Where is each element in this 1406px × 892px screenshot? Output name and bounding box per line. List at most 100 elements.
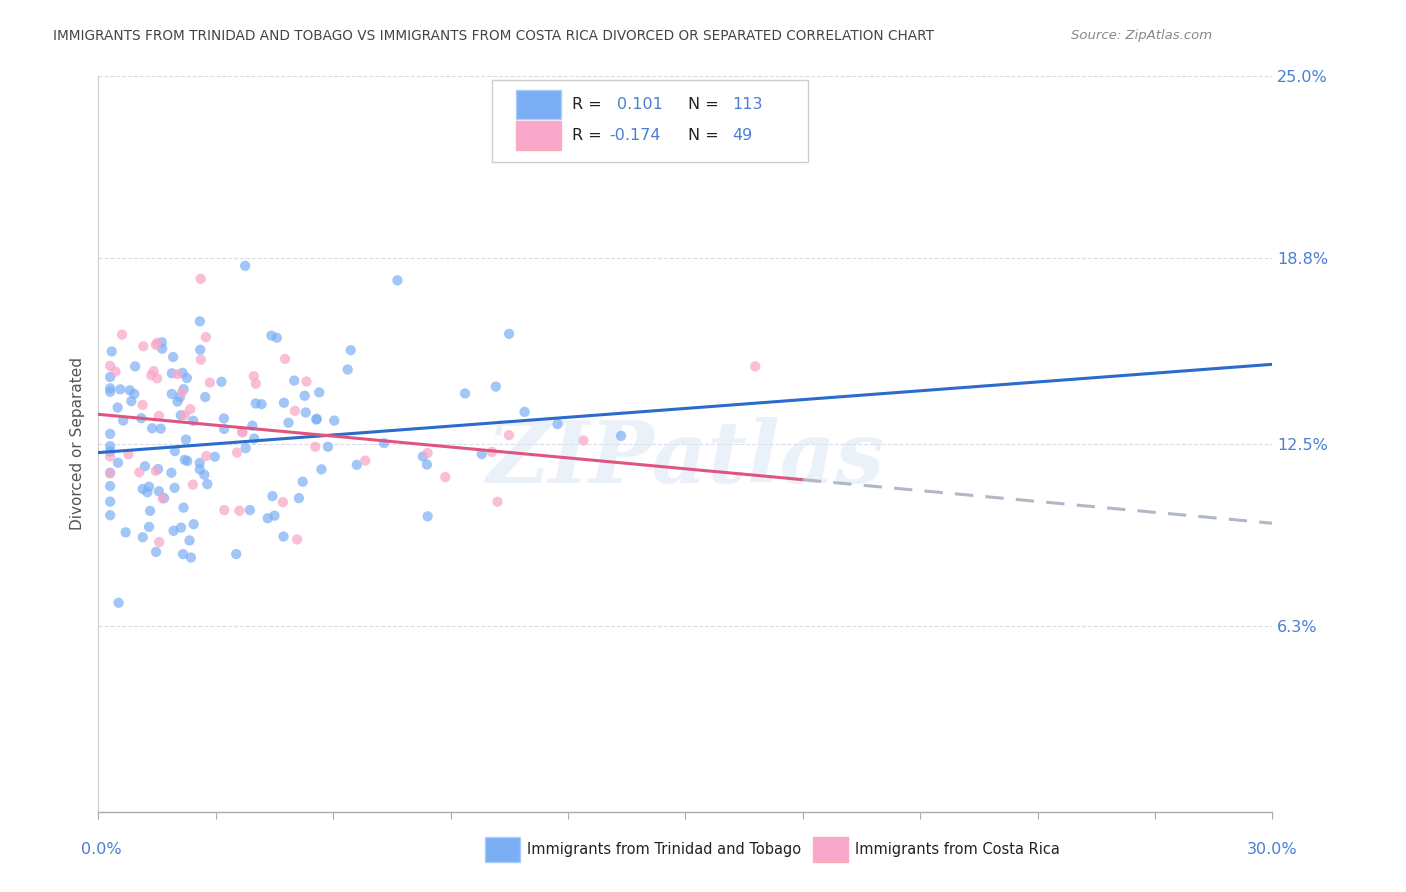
Point [194, 390, 217, 404]
Text: -0.174: -0.174 [609, 128, 661, 143]
Point [173, 453, 195, 467]
Point [122, 387, 145, 401]
Point [166, 368, 188, 382]
Point [148, 484, 170, 499]
Point [163, 481, 186, 495]
Point [163, 444, 186, 458]
Text: 0.101: 0.101 [617, 97, 664, 112]
Point [277, 416, 299, 430]
Point [138, 520, 160, 534]
Point [546, 417, 568, 431]
Y-axis label: Divorced or Separated: Divorced or Separated [69, 358, 84, 530]
Text: N =: N = [688, 128, 724, 143]
Point [481, 445, 503, 459]
Point [152, 491, 174, 506]
Point [146, 371, 169, 385]
Point [198, 376, 221, 390]
Point [136, 485, 159, 500]
Point [273, 529, 295, 543]
Point [129, 411, 152, 425]
Point [305, 411, 328, 425]
Point [240, 418, 263, 433]
Point [174, 433, 197, 447]
Point [243, 369, 266, 384]
Point [271, 495, 294, 509]
Point [373, 436, 395, 450]
Point [188, 456, 211, 470]
Point [180, 550, 202, 565]
Point [114, 525, 136, 540]
Point [172, 366, 194, 380]
Point [98, 426, 121, 441]
Point [112, 413, 135, 427]
Point [132, 339, 155, 353]
Point [225, 547, 247, 561]
Point [416, 446, 439, 460]
Point [308, 385, 330, 400]
Point [339, 343, 361, 358]
Point [173, 408, 195, 422]
Point [98, 444, 121, 458]
Point [434, 470, 457, 484]
Point [107, 401, 129, 415]
Point [128, 466, 150, 480]
Text: R =: R = [572, 128, 607, 143]
Point [160, 366, 183, 380]
Point [194, 330, 217, 344]
Point [294, 405, 316, 419]
Point [179, 533, 201, 548]
Point [195, 449, 218, 463]
Point [283, 374, 305, 388]
Point [513, 405, 536, 419]
Point [134, 459, 156, 474]
Point [145, 545, 167, 559]
Point [98, 467, 121, 481]
Point [150, 342, 173, 356]
Point [172, 547, 194, 561]
Point [235, 441, 257, 455]
Point [204, 450, 226, 464]
Point [454, 386, 477, 401]
Point [336, 362, 359, 376]
Point [100, 344, 122, 359]
Point [146, 335, 169, 350]
Point [173, 382, 195, 396]
Point [148, 535, 170, 549]
Point [288, 491, 311, 505]
Point [98, 450, 121, 464]
Point [98, 384, 121, 399]
Point [139, 504, 162, 518]
Point [179, 402, 201, 417]
Point [98, 439, 121, 453]
Point [132, 530, 155, 544]
Point [149, 422, 172, 436]
Point [316, 440, 339, 454]
Point [181, 477, 204, 491]
Point [262, 489, 284, 503]
Point [188, 462, 211, 476]
Point [162, 350, 184, 364]
Point [294, 389, 316, 403]
Point [110, 382, 132, 396]
Point [98, 359, 121, 373]
Point [160, 466, 183, 480]
Point [284, 404, 307, 418]
Point [131, 398, 153, 412]
Point [323, 414, 346, 428]
Point [117, 447, 139, 461]
Point [183, 517, 205, 532]
Point [228, 504, 250, 518]
Point [188, 314, 211, 328]
Point [166, 394, 188, 409]
Point [243, 432, 266, 446]
Text: R =: R = [572, 97, 607, 112]
Point [98, 508, 121, 523]
Point [176, 371, 198, 385]
Point [170, 520, 193, 534]
Text: 49: 49 [733, 128, 752, 143]
Point [346, 458, 368, 472]
Point [195, 477, 218, 491]
Point [214, 503, 236, 517]
Point [572, 434, 595, 448]
Text: 30.0%: 30.0% [1247, 842, 1298, 856]
